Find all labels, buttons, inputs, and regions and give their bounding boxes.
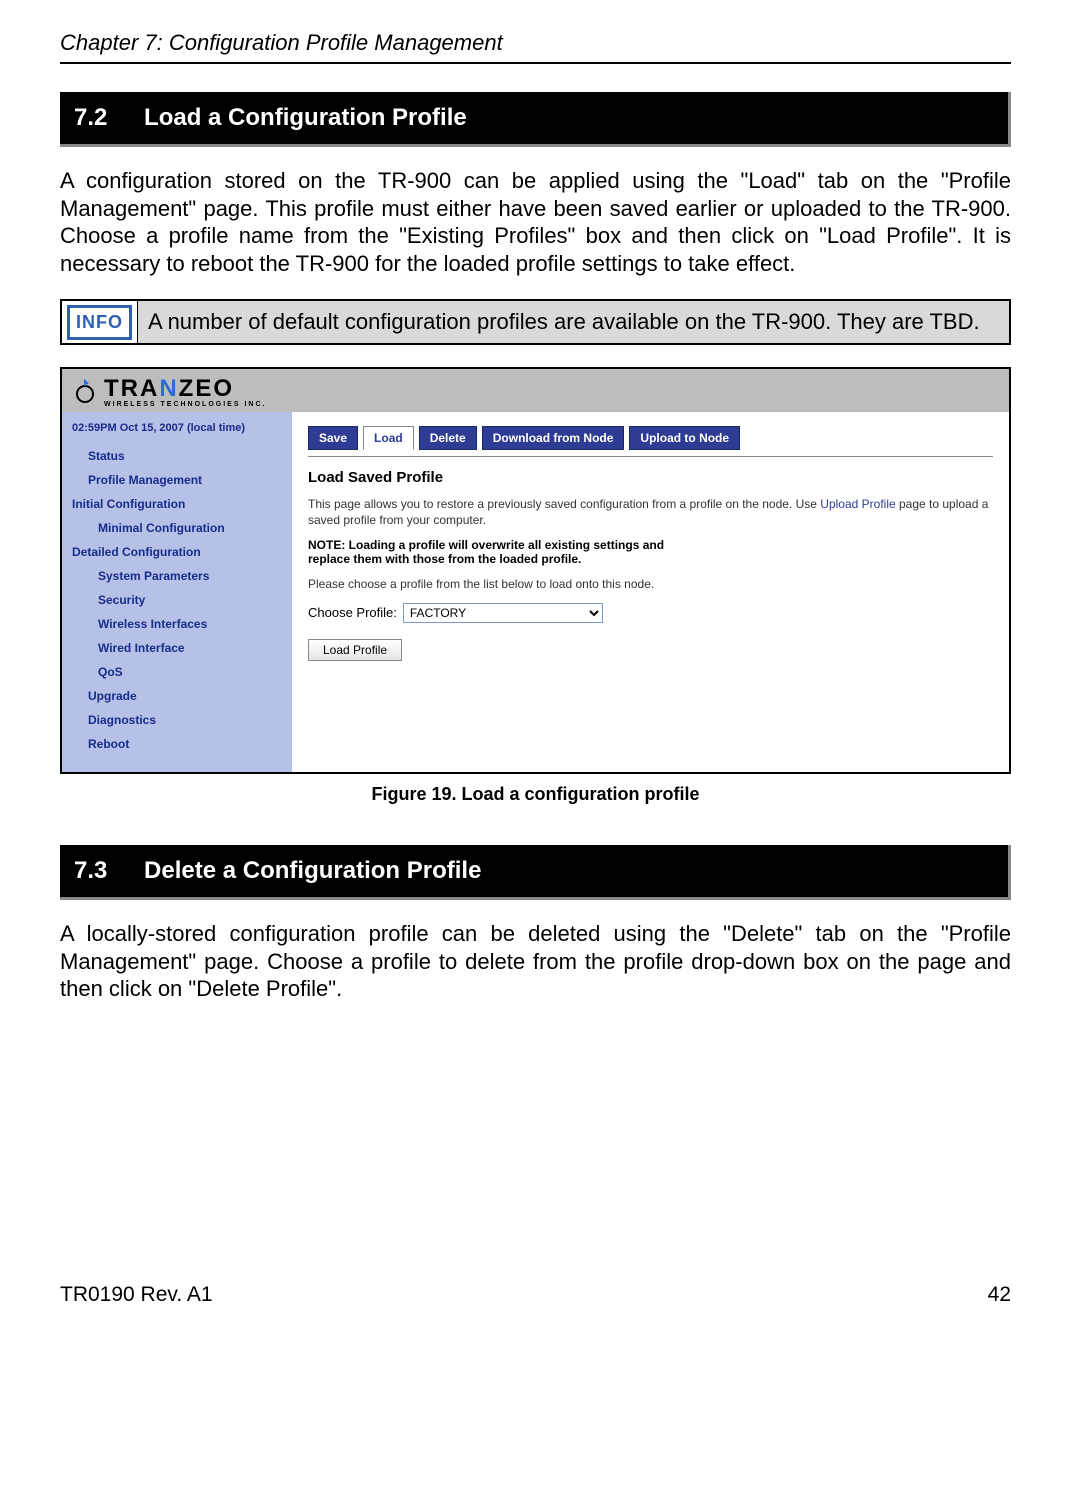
section-number: 7.3 bbox=[74, 857, 107, 885]
info-badge-label: INFO bbox=[67, 305, 132, 340]
sidebar-item-wireless-interfaces[interactable]: Wireless Interfaces bbox=[70, 612, 284, 636]
panel-note: NOTE: Loading a profile will overwrite a… bbox=[308, 538, 708, 566]
section-number: 7.2 bbox=[74, 104, 107, 132]
panel-intro: This page allows you to restore a previo… bbox=[308, 496, 993, 528]
footer-page-number: 42 bbox=[988, 1283, 1011, 1307]
panel-choose-text: Please choose a profile from the list be… bbox=[308, 576, 993, 592]
panel-title: Load Saved Profile bbox=[308, 469, 993, 486]
load-profile-button[interactable]: Load Profile bbox=[308, 639, 402, 661]
logo-part-1: TRA bbox=[104, 375, 159, 402]
screenshot-figure: TRANZEO WIRELESS TECHNOLOGIES INC. 02:59… bbox=[60, 367, 1011, 774]
tab-save[interactable]: Save bbox=[308, 426, 358, 450]
tab-download-from-node[interactable]: Download from Node bbox=[482, 426, 625, 450]
sidebar-item-initial-config[interactable]: Initial Configuration bbox=[70, 492, 284, 516]
section-header-7-2: 7.2 Load a Configuration Profile bbox=[60, 92, 1011, 147]
chapter-header: Chapter 7: Configuration Profile Managem… bbox=[60, 30, 1011, 64]
sidebar-item-minimal-config[interactable]: Minimal Configuration bbox=[70, 516, 284, 540]
sidebar-item-security[interactable]: Security bbox=[70, 588, 284, 612]
sidebar-item-upgrade[interactable]: Upgrade bbox=[70, 684, 284, 708]
sidebar-item-system-parameters[interactable]: System Parameters bbox=[70, 564, 284, 588]
upload-profile-link[interactable]: Upload Profile bbox=[820, 497, 895, 511]
sidebar-item-status[interactable]: Status bbox=[70, 444, 284, 468]
panel-intro-a: This page allows you to restore a previo… bbox=[308, 497, 820, 511]
sidebar-item-diagnostics[interactable]: Diagnostics bbox=[70, 708, 284, 732]
section-title: Delete a Configuration Profile bbox=[144, 857, 481, 884]
choose-profile-select[interactable]: FACTORY bbox=[403, 603, 603, 623]
tab-upload-to-node[interactable]: Upload to Node bbox=[629, 426, 740, 450]
logo-text: TRANZEO WIRELESS TECHNOLOGIES INC. bbox=[104, 375, 266, 408]
info-badge: INFO bbox=[62, 301, 138, 343]
main-panel: Save Load Delete Download from Node Uplo… bbox=[292, 412, 1009, 772]
tab-delete[interactable]: Delete bbox=[419, 426, 477, 450]
choose-profile-label: Choose Profile: bbox=[308, 605, 397, 620]
sidebar-time: 02:59PM Oct 15, 2007 (local time) bbox=[70, 422, 284, 434]
sidebar-item-reboot[interactable]: Reboot bbox=[70, 732, 284, 756]
sidebar-item-qos[interactable]: QoS bbox=[70, 660, 284, 684]
section-7-3-body: A locally-stored configuration profile c… bbox=[60, 920, 1011, 1003]
figure-caption: Figure 19. Load a configuration profile bbox=[60, 784, 1011, 805]
tab-row: Save Load Delete Download from Node Uplo… bbox=[308, 426, 993, 457]
section-header-7-3: 7.3 Delete a Configuration Profile bbox=[60, 845, 1011, 900]
sidebar-item-profile-management[interactable]: Profile Management bbox=[70, 468, 284, 492]
choose-profile-row: Choose Profile: FACTORY bbox=[308, 603, 993, 623]
logo-bar: TRANZEO WIRELESS TECHNOLOGIES INC. bbox=[62, 369, 1009, 412]
info-text: A number of default configuration profil… bbox=[138, 301, 1009, 343]
footer-doc-rev: TR0190 Rev. A1 bbox=[60, 1283, 213, 1307]
sidebar: 02:59PM Oct 15, 2007 (local time) Status… bbox=[62, 412, 292, 772]
app-body: 02:59PM Oct 15, 2007 (local time) Status… bbox=[62, 412, 1009, 772]
logo-part-2: ZEO bbox=[179, 375, 234, 402]
tab-load[interactable]: Load bbox=[363, 426, 414, 450]
page-footer: TR0190 Rev. A1 42 bbox=[60, 1283, 1011, 1307]
section-7-2-body: A configuration stored on the TR-900 can… bbox=[60, 167, 1011, 277]
tranzeo-logo-icon bbox=[72, 379, 98, 405]
section-title: Load a Configuration Profile bbox=[144, 104, 467, 131]
info-callout: INFO A number of default configuration p… bbox=[60, 299, 1011, 345]
sidebar-item-detailed-config[interactable]: Detailed Configuration bbox=[70, 540, 284, 564]
sidebar-item-wired-interface[interactable]: Wired Interface bbox=[70, 636, 284, 660]
logo-part-n: N bbox=[159, 375, 178, 402]
